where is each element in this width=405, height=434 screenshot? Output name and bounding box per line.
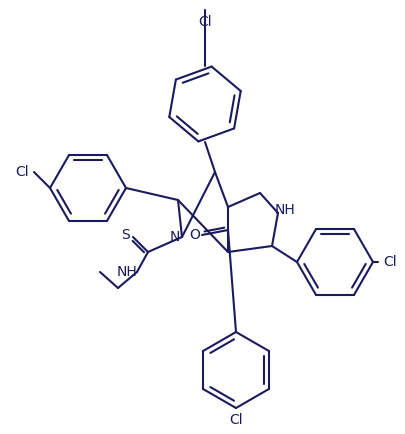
Text: N: N	[170, 230, 180, 244]
Text: NH: NH	[275, 203, 295, 217]
Text: Cl: Cl	[198, 15, 212, 29]
Text: Cl: Cl	[15, 165, 29, 179]
Text: O: O	[190, 228, 200, 242]
Text: NH: NH	[117, 265, 137, 279]
Text: Cl: Cl	[229, 413, 243, 427]
Text: Cl: Cl	[383, 255, 397, 269]
Text: S: S	[122, 228, 130, 242]
